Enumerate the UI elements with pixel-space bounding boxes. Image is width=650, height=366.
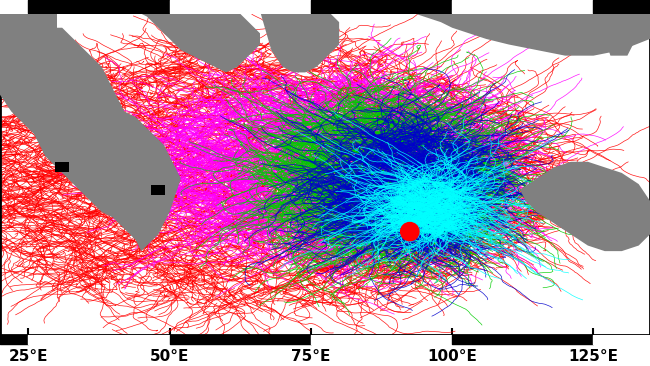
Text: 125°E: 125°E: [569, 349, 619, 364]
Polygon shape: [604, 33, 633, 56]
Circle shape: [401, 223, 418, 240]
Polygon shape: [0, 11, 57, 39]
Polygon shape: [260, 11, 339, 72]
Polygon shape: [407, 11, 650, 56]
Text: 100°E: 100°E: [427, 349, 477, 364]
Text: 25°E: 25°E: [8, 349, 48, 364]
Polygon shape: [0, 11, 34, 45]
Bar: [151, 185, 165, 195]
Polygon shape: [520, 162, 650, 251]
Polygon shape: [0, 11, 181, 251]
Bar: [55, 163, 70, 172]
Text: 50°E: 50°E: [150, 349, 189, 364]
Polygon shape: [136, 134, 164, 218]
Polygon shape: [136, 11, 260, 72]
Text: 75°E: 75°E: [291, 349, 331, 364]
